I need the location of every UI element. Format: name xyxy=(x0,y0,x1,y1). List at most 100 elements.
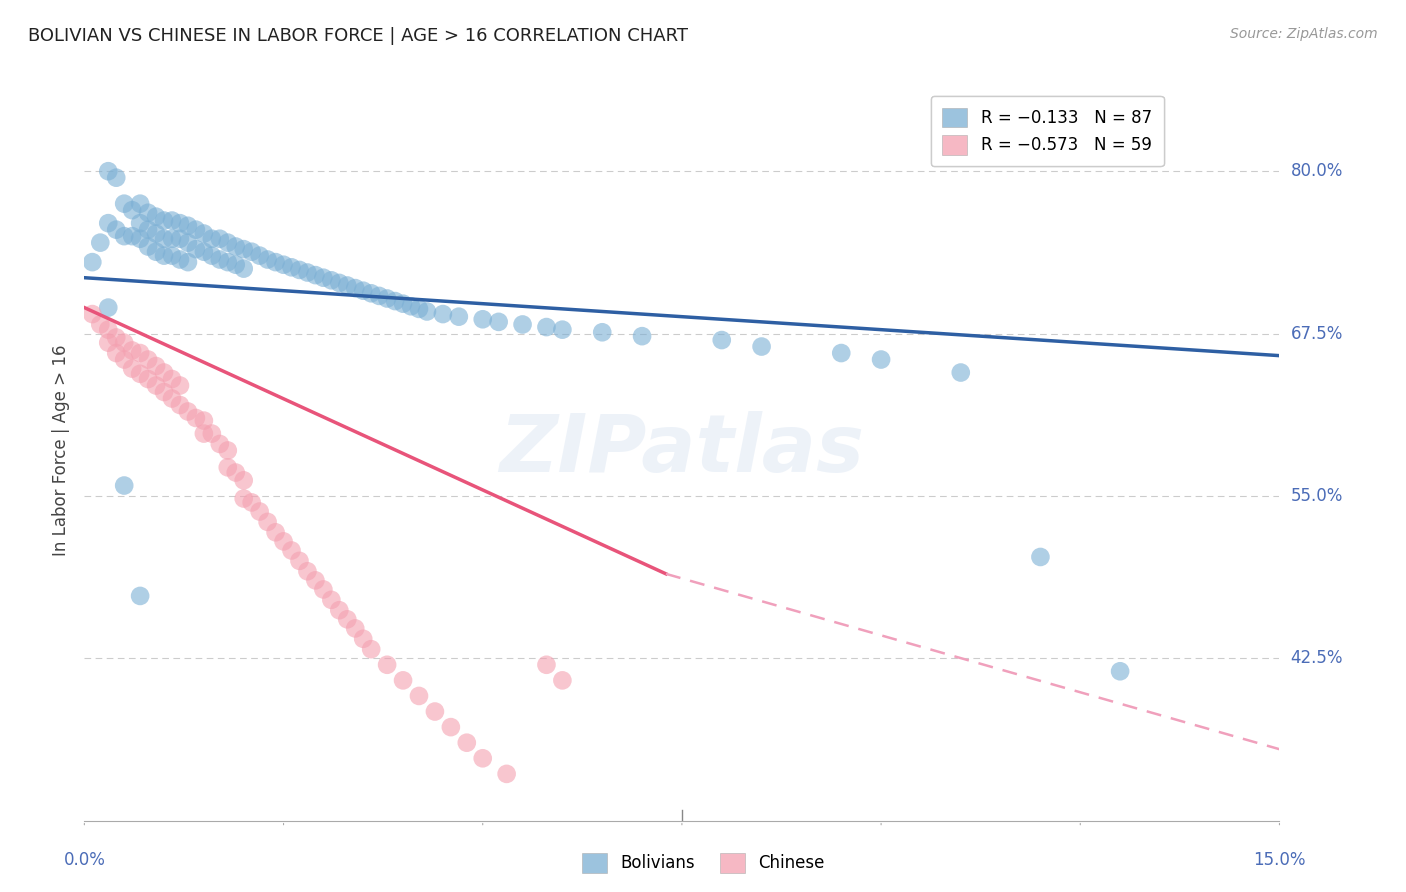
Point xyxy=(217,443,239,458)
Point xyxy=(416,304,439,318)
Point xyxy=(121,361,143,376)
Point xyxy=(1029,549,1052,564)
Point xyxy=(471,312,494,326)
Point xyxy=(105,330,128,344)
Point xyxy=(256,252,278,267)
Point xyxy=(82,307,104,321)
Point xyxy=(136,372,159,386)
Point xyxy=(591,325,613,339)
Point xyxy=(169,398,191,412)
Point xyxy=(360,286,382,301)
Point xyxy=(89,318,111,332)
Point xyxy=(1109,665,1132,679)
Point xyxy=(136,352,159,367)
Text: 42.5%: 42.5% xyxy=(1291,649,1343,667)
Point xyxy=(423,705,446,719)
Point xyxy=(129,196,152,211)
Point xyxy=(153,384,176,399)
Point xyxy=(256,515,278,529)
Point xyxy=(288,263,311,277)
Point xyxy=(352,284,374,298)
Text: 67.5%: 67.5% xyxy=(1291,325,1343,343)
Point xyxy=(408,689,430,703)
Point xyxy=(344,621,367,635)
Point xyxy=(177,404,200,418)
Point xyxy=(360,642,382,657)
Point xyxy=(97,164,120,178)
Point xyxy=(440,720,463,734)
Point xyxy=(392,296,415,310)
Point xyxy=(169,232,191,246)
Point xyxy=(177,235,200,250)
Point xyxy=(105,346,128,360)
Point xyxy=(193,414,215,428)
Point xyxy=(336,278,359,293)
Point xyxy=(217,235,239,250)
Point xyxy=(297,564,319,578)
Point xyxy=(160,392,183,406)
Point xyxy=(447,310,470,324)
Point xyxy=(121,229,143,244)
Point xyxy=(225,258,247,272)
Point xyxy=(112,478,135,492)
Point xyxy=(217,255,239,269)
Point xyxy=(288,554,311,568)
Point xyxy=(145,227,167,241)
Point xyxy=(112,196,135,211)
Point xyxy=(129,589,152,603)
Point xyxy=(97,216,120,230)
Legend: R = −0.133   N = 87, R = −0.573   N = 59: R = −0.133 N = 87, R = −0.573 N = 59 xyxy=(931,96,1164,166)
Point xyxy=(208,252,231,267)
Point xyxy=(89,235,111,250)
Point xyxy=(169,378,191,392)
Point xyxy=(408,301,430,316)
Point xyxy=(232,261,254,276)
Point xyxy=(160,249,183,263)
Point xyxy=(456,736,478,750)
Point xyxy=(169,252,191,267)
Point xyxy=(232,491,254,506)
Point xyxy=(240,495,263,509)
Point xyxy=(184,242,207,256)
Point xyxy=(384,294,406,309)
Point xyxy=(870,352,893,367)
Point xyxy=(392,673,415,688)
Point xyxy=(344,281,367,295)
Point xyxy=(129,346,152,360)
Point xyxy=(399,299,422,313)
Text: BOLIVIAN VS CHINESE IN LABOR FORCE | AGE > 16 CORRELATION CHART: BOLIVIAN VS CHINESE IN LABOR FORCE | AGE… xyxy=(28,27,688,45)
Point xyxy=(273,258,295,272)
Y-axis label: In Labor Force | Age > 16: In Labor Force | Age > 16 xyxy=(52,344,70,557)
Point xyxy=(145,210,167,224)
Point xyxy=(97,335,120,350)
Point xyxy=(193,227,215,241)
Point xyxy=(297,266,319,280)
Point xyxy=(471,751,494,765)
Point xyxy=(312,582,335,597)
Point xyxy=(495,767,517,781)
Point xyxy=(512,318,534,332)
Text: 15.0%: 15.0% xyxy=(1253,851,1306,869)
Point xyxy=(280,260,302,275)
Point xyxy=(375,657,398,672)
Point xyxy=(551,673,574,688)
Point xyxy=(160,372,183,386)
Point xyxy=(136,222,159,236)
Point xyxy=(153,249,176,263)
Point xyxy=(264,255,287,269)
Point xyxy=(136,206,159,220)
Point xyxy=(321,273,343,287)
Point xyxy=(751,340,773,354)
Point xyxy=(177,255,200,269)
Text: 0.0%: 0.0% xyxy=(63,851,105,869)
Point xyxy=(112,229,135,244)
Point xyxy=(273,534,295,549)
Point xyxy=(304,268,326,282)
Point xyxy=(631,329,654,343)
Point xyxy=(336,612,359,626)
Point xyxy=(536,320,558,334)
Point xyxy=(217,460,239,475)
Point xyxy=(710,333,733,347)
Point xyxy=(201,426,224,441)
Point xyxy=(160,232,183,246)
